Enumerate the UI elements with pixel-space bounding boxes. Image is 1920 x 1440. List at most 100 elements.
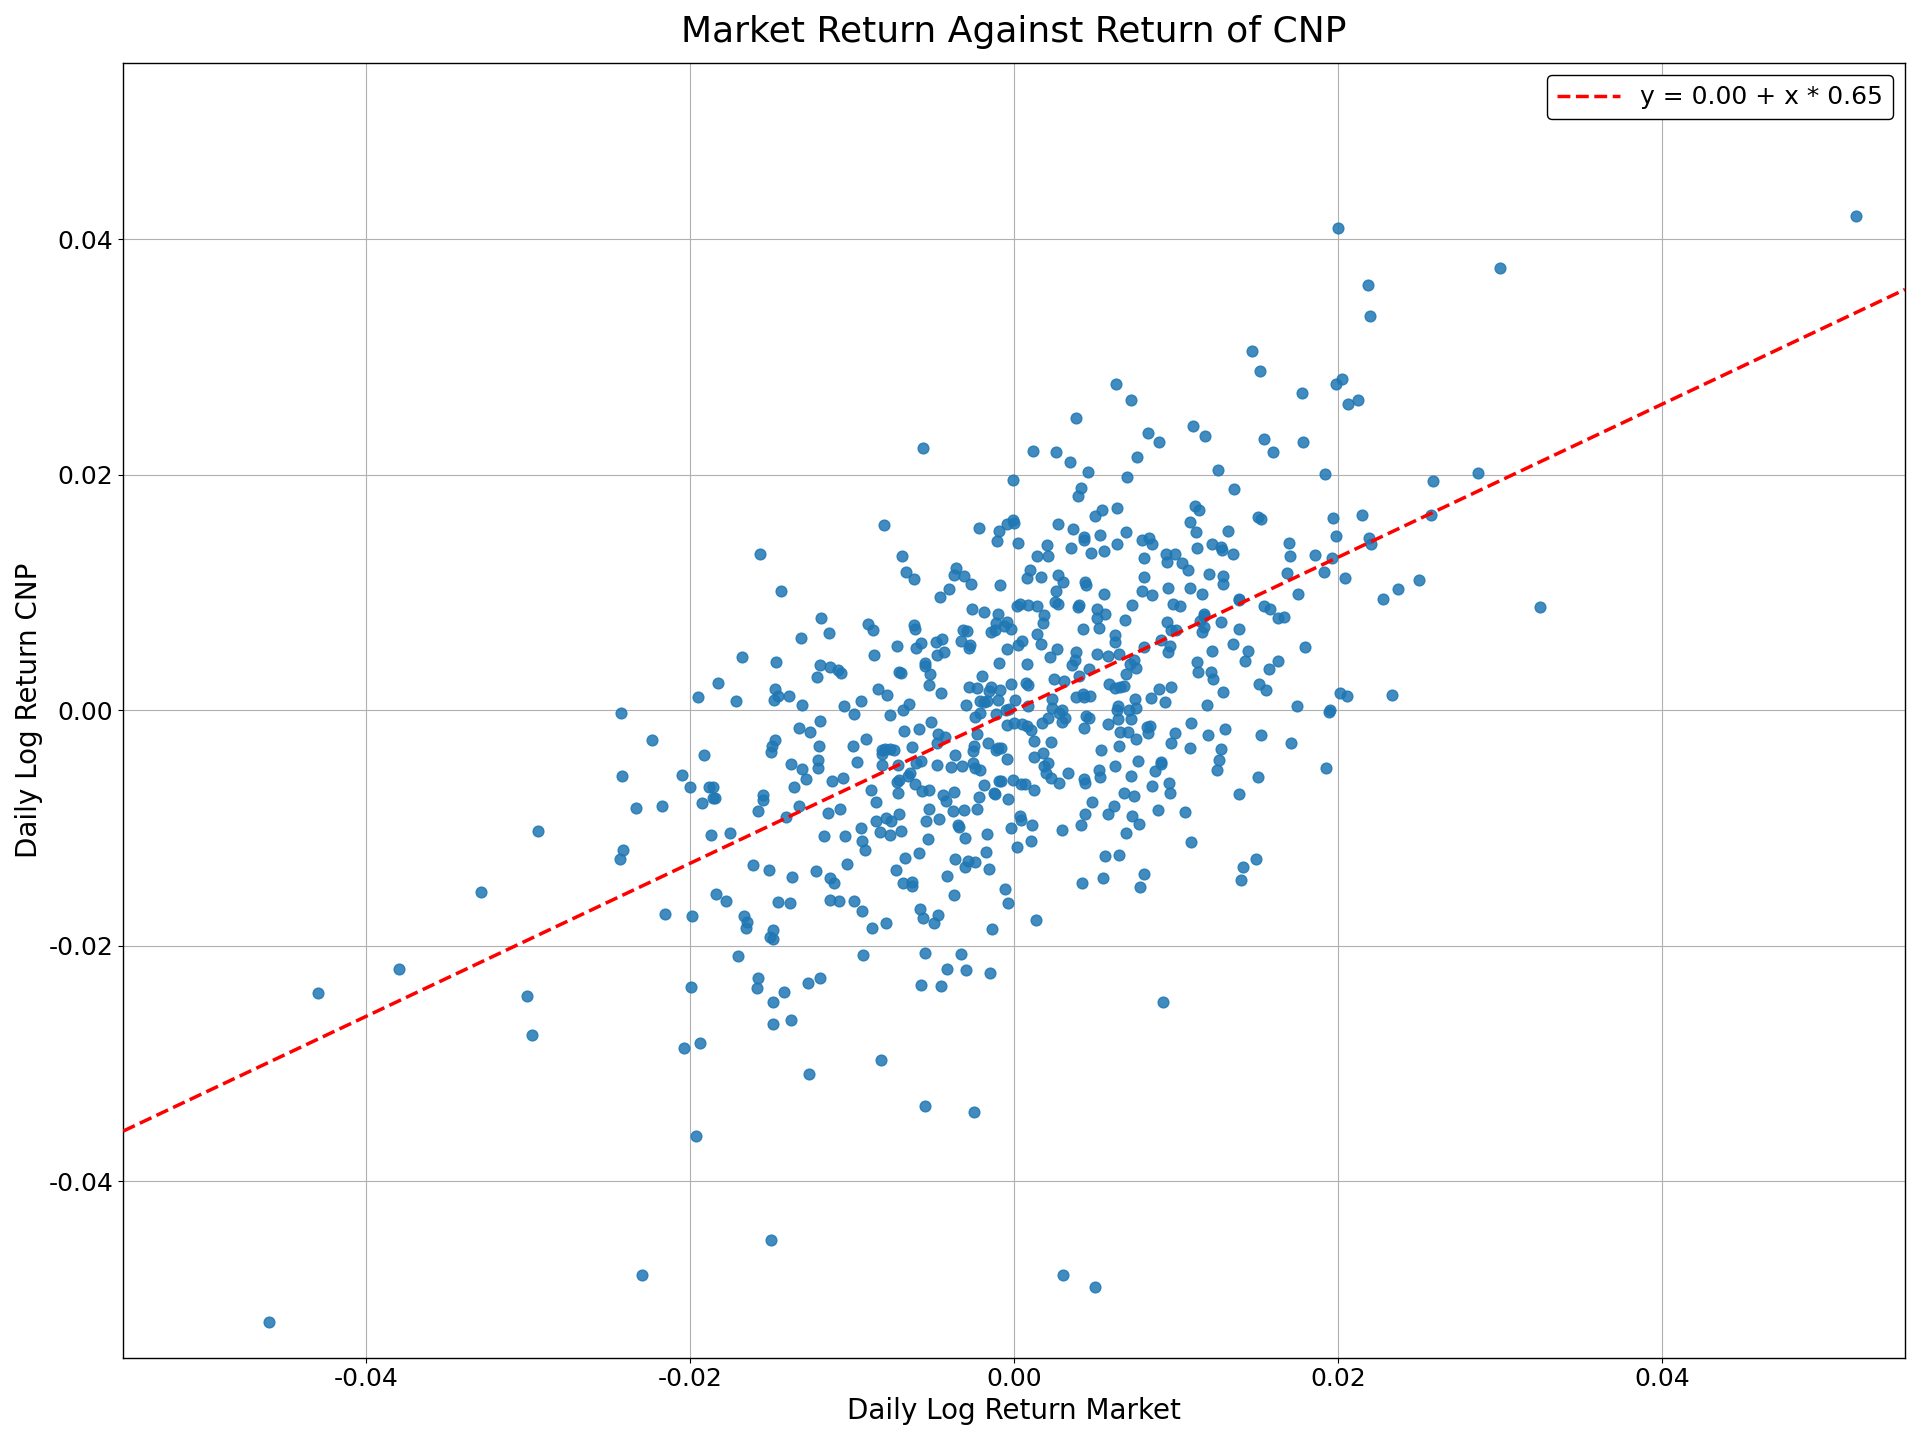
Point: [989, 615, 1020, 638]
Point: [1041, 579, 1071, 602]
Point: [1087, 498, 1117, 521]
Point: [783, 717, 814, 740]
Point: [983, 688, 1014, 711]
Point: [1116, 805, 1146, 828]
Point: [985, 769, 1016, 792]
Point: [914, 798, 945, 821]
Point: [1146, 750, 1177, 773]
Point: [806, 606, 837, 629]
Point: [1127, 580, 1158, 603]
Point: [749, 783, 780, 806]
Point: [1048, 670, 1079, 693]
Point: [948, 619, 979, 642]
Point: [1181, 536, 1212, 559]
Point: [1165, 552, 1196, 575]
Point: [991, 698, 1021, 721]
Point: [943, 814, 973, 837]
Point: [1102, 497, 1133, 520]
Point: [900, 752, 931, 775]
Point: [1332, 684, 1363, 707]
Point: [1094, 672, 1125, 696]
Point: [960, 757, 991, 780]
Point: [1417, 469, 1448, 492]
Point: [1342, 389, 1373, 412]
Point: [939, 563, 970, 586]
Point: [995, 672, 1025, 696]
Point: [977, 917, 1008, 940]
Point: [1121, 697, 1152, 720]
Point: [950, 827, 981, 850]
Point: [814, 655, 845, 678]
Point: [1196, 639, 1227, 662]
Point: [1062, 485, 1092, 508]
Point: [301, 981, 332, 1004]
Point: [730, 917, 760, 940]
Point: [972, 822, 1002, 845]
Point: [1114, 698, 1144, 721]
Point: [1033, 544, 1064, 567]
Point: [1068, 871, 1098, 894]
Point: [962, 721, 993, 744]
Point: [947, 755, 977, 778]
Point: [1311, 756, 1342, 779]
Point: [993, 788, 1023, 811]
Point: [1152, 611, 1183, 634]
Point: [906, 973, 937, 996]
Point: [996, 508, 1027, 531]
Point: [979, 782, 1010, 805]
Point: [860, 791, 891, 814]
Point: [1524, 596, 1555, 619]
Point: [914, 674, 945, 697]
Point: [996, 618, 1027, 641]
Point: [791, 768, 822, 791]
Point: [1135, 687, 1165, 710]
Point: [1091, 845, 1121, 868]
Point: [620, 796, 651, 819]
Point: [839, 703, 870, 726]
Point: [979, 782, 1010, 805]
Point: [1160, 541, 1190, 564]
Point: [1258, 441, 1288, 464]
Point: [522, 819, 553, 842]
Point: [1233, 639, 1263, 662]
Point: [920, 631, 950, 654]
Point: [914, 778, 945, 801]
Point: [897, 874, 927, 897]
Point: [927, 628, 958, 651]
Point: [1175, 510, 1206, 533]
Point: [1012, 672, 1043, 696]
Point: [1012, 593, 1043, 616]
Point: [1091, 602, 1121, 625]
Point: [876, 824, 906, 847]
Point: [787, 693, 818, 716]
Point: [874, 703, 904, 726]
Point: [908, 436, 939, 459]
Point: [1244, 672, 1275, 696]
Point: [983, 770, 1014, 793]
Point: [749, 789, 780, 812]
Point: [1069, 570, 1100, 593]
Point: [1016, 719, 1046, 742]
Point: [1056, 652, 1087, 675]
Point: [843, 750, 874, 773]
Point: [1263, 649, 1294, 672]
Point: [816, 769, 847, 792]
Point: [931, 789, 962, 812]
Point: [958, 734, 989, 757]
Point: [776, 753, 806, 776]
Point: [1029, 603, 1060, 626]
Point: [795, 720, 826, 743]
Point: [1315, 546, 1346, 569]
Point: [1069, 802, 1100, 825]
Point: [1192, 694, 1223, 717]
Point: [897, 736, 927, 759]
Point: [1020, 744, 1050, 768]
Point: [1160, 721, 1190, 744]
Point: [1183, 661, 1213, 684]
Point: [1139, 759, 1169, 782]
Point: [676, 904, 707, 927]
Point: [1288, 431, 1319, 454]
Point: [1125, 876, 1156, 899]
Point: [1056, 537, 1087, 560]
Point: [862, 677, 893, 700]
